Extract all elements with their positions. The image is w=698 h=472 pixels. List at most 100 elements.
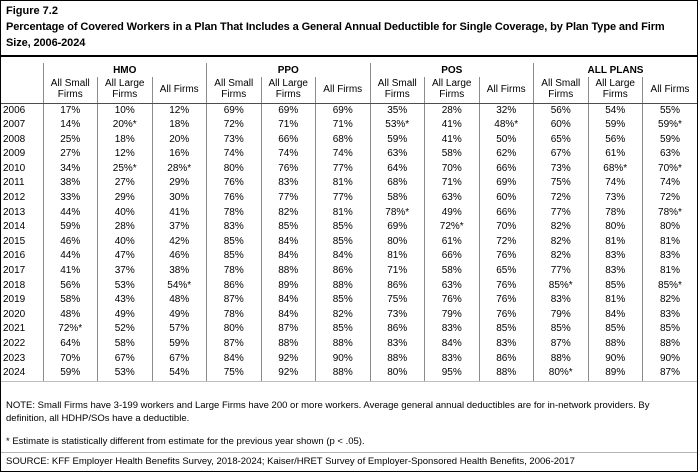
- value-cell: 82%: [533, 220, 588, 235]
- year-cell: 2024: [1, 366, 43, 382]
- value-cell: 65%: [533, 132, 588, 148]
- value-cell: 52%: [97, 322, 152, 337]
- value-cell: 80%: [369, 366, 425, 382]
- value-cell: 56%: [42, 278, 98, 294]
- year-cell: 2021: [3, 323, 26, 335]
- value-cell: 83%: [206, 220, 261, 235]
- value-cell: 59%: [642, 132, 697, 148]
- value-cell: 71%: [369, 264, 425, 279]
- value-cell: 88%: [260, 337, 316, 352]
- value-cell: 72%: [206, 118, 261, 133]
- table-header: HMO PPO POS ALL PLANS All Small Firms All La…: [1, 63, 697, 104]
- value-cell: 47%: [97, 249, 152, 265]
- value-cell: 92%: [260, 351, 316, 367]
- table-row: 2017 41% 37% 38% 78% 88% 86% 71% 58% 65% 77% 83% 81%: [1, 264, 697, 279]
- value-cell: 56%: [587, 132, 643, 148]
- value-cell: 63%: [369, 147, 425, 162]
- year-cell: 2019: [3, 294, 26, 306]
- value-cell: 80%: [369, 234, 425, 250]
- group-header-cell: PPO: [206, 63, 370, 77]
- value-cell: 84%: [260, 307, 316, 323]
- year-cell: 2016: [3, 250, 26, 262]
- footer-spacer: [1, 426, 697, 436]
- value-cell: 78%: [206, 205, 261, 221]
- value-cell: 78%*: [642, 205, 697, 221]
- value-cell: 88%: [315, 337, 370, 352]
- value-cell: 18%: [151, 118, 207, 133]
- subheader-cell: All Firms: [315, 77, 370, 104]
- value-cell: 46%: [42, 234, 98, 250]
- value-cell: 70%: [478, 220, 534, 235]
- value-cell: 95%: [424, 366, 479, 382]
- subheader-cell: All Firms: [478, 77, 534, 104]
- value-cell: 59%: [587, 118, 643, 133]
- value-cell: 59%: [151, 337, 207, 352]
- value-cell: 44%: [42, 205, 98, 221]
- value-cell: 80%: [642, 220, 697, 235]
- group-header-cell: HMO: [42, 63, 207, 77]
- value-cell: 86%: [206, 278, 261, 294]
- value-cell: 85%*: [533, 278, 588, 294]
- value-cell: 81%: [587, 293, 643, 308]
- value-cell: 84%: [260, 293, 316, 308]
- value-cell: 71%: [315, 118, 370, 133]
- value-cell: 48%: [151, 293, 207, 308]
- value-cell: 49%: [424, 205, 479, 221]
- value-cell: 38%: [42, 176, 98, 192]
- source-note: SOURCE: KFF Employer Health Benefits Sur…: [6, 456, 575, 467]
- value-cell: 25%*: [97, 161, 152, 177]
- value-cell: 83%: [369, 337, 425, 352]
- value-cell: 76%: [478, 249, 534, 265]
- value-cell: 68%: [315, 132, 370, 148]
- value-cell: 71%: [424, 176, 479, 192]
- value-cell: 76%: [260, 161, 316, 177]
- value-cell: 53%: [97, 278, 152, 294]
- value-cell: 75%: [533, 176, 588, 192]
- value-cell: 81%: [369, 249, 425, 265]
- value-cell: 77%: [315, 191, 370, 206]
- value-cell: 61%: [587, 147, 643, 162]
- value-cell: 76%: [478, 307, 534, 323]
- value-cell: 74%: [206, 147, 261, 162]
- year-column-header: [1, 63, 44, 104]
- value-cell: 48%*: [478, 118, 534, 133]
- value-cell: 40%: [97, 234, 152, 250]
- subheader-cell: All Large Firms: [587, 77, 643, 104]
- group-header-cell: ALL PLANS: [533, 63, 697, 77]
- value-cell: 64%: [369, 161, 425, 177]
- value-cell: 49%: [97, 307, 152, 323]
- year-cell: 2012: [3, 192, 26, 204]
- subheader-cell: All Small Firms: [42, 77, 98, 104]
- table-row: 2020 48% 49% 49% 78% 84% 82% 73% 79% 76% 79% 84% 83%: [1, 307, 697, 323]
- value-cell: 69%: [260, 103, 316, 119]
- value-cell: 85%: [315, 220, 370, 235]
- value-cell: 28%: [424, 103, 479, 119]
- value-cell: 59%*: [642, 118, 697, 133]
- table-row: 2013 44% 40% 41% 78% 82% 81% 78%* 49% 66% 77% 78% 78…: [1, 205, 697, 221]
- value-cell: 10%: [97, 103, 152, 119]
- value-cell: 68%*: [587, 161, 643, 177]
- year-cell: 2015: [3, 235, 26, 247]
- subheader-cell: All Large Firms: [97, 77, 152, 104]
- value-cell: 56%: [533, 103, 588, 119]
- table-row: 2006 17% 10% 12% 69% 69% 69% 35% 28% 32% 56% 54% 55%: [1, 103, 697, 119]
- value-cell: 41%: [424, 118, 479, 133]
- value-cell: 83%: [478, 337, 534, 352]
- value-cell: 73%: [206, 132, 261, 148]
- value-cell: 58%: [424, 264, 479, 279]
- value-cell: 73%: [369, 307, 425, 323]
- value-cell: 65%: [478, 264, 534, 279]
- value-cell: 81%: [315, 176, 370, 192]
- value-cell: 58%: [42, 293, 98, 308]
- value-cell: 12%: [97, 147, 152, 162]
- footer-notes: NOTE: Small Firms have 3-199 workers and…: [1, 382, 697, 471]
- value-cell: 81%: [315, 205, 370, 221]
- value-cell: 49%: [151, 307, 207, 323]
- figure-title: Percentage of Covered Workers in a Plan …: [6, 21, 665, 49]
- value-cell: 85%: [315, 293, 370, 308]
- value-cell: 82%: [315, 307, 370, 323]
- value-cell: 78%: [206, 264, 261, 279]
- value-cell: 78%: [206, 307, 261, 323]
- subheader-cell: All Small Firms: [369, 77, 425, 104]
- year-cell: 2008: [3, 133, 26, 145]
